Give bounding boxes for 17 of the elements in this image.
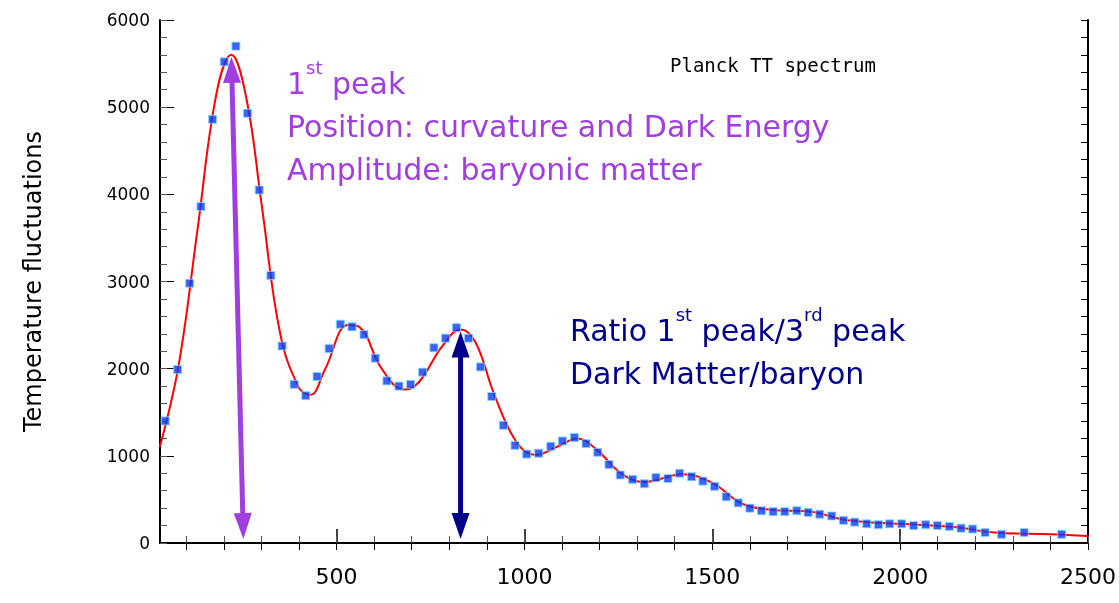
y-tick-label: 0	[139, 533, 150, 553]
annotation: Dark Matter/baryon	[570, 355, 865, 391]
y-tick-label: 4000	[106, 184, 150, 205]
y-axis-title: Temperature fluctuations	[19, 131, 47, 433]
y-tick-label: 1000	[106, 445, 150, 466]
x-tick-label: 500	[315, 563, 358, 589]
y-tick-label: 5000	[106, 97, 150, 118]
y-tick-label: 3000	[106, 271, 150, 292]
annotation: Amplitude: baryonic matter	[287, 151, 703, 187]
x-tick-label: 2500	[1060, 563, 1117, 589]
x-tick-label: 1500	[684, 563, 741, 589]
annotation: Position: curvature and Dark Energy	[287, 108, 830, 144]
x-tick-label: 2000	[872, 563, 929, 589]
x-tick-label: 1000	[496, 563, 553, 589]
annotation: Planck TT spectrum	[670, 53, 876, 76]
y-tick-label: 2000	[106, 358, 150, 379]
y-tick-label: 6000	[106, 10, 150, 30]
